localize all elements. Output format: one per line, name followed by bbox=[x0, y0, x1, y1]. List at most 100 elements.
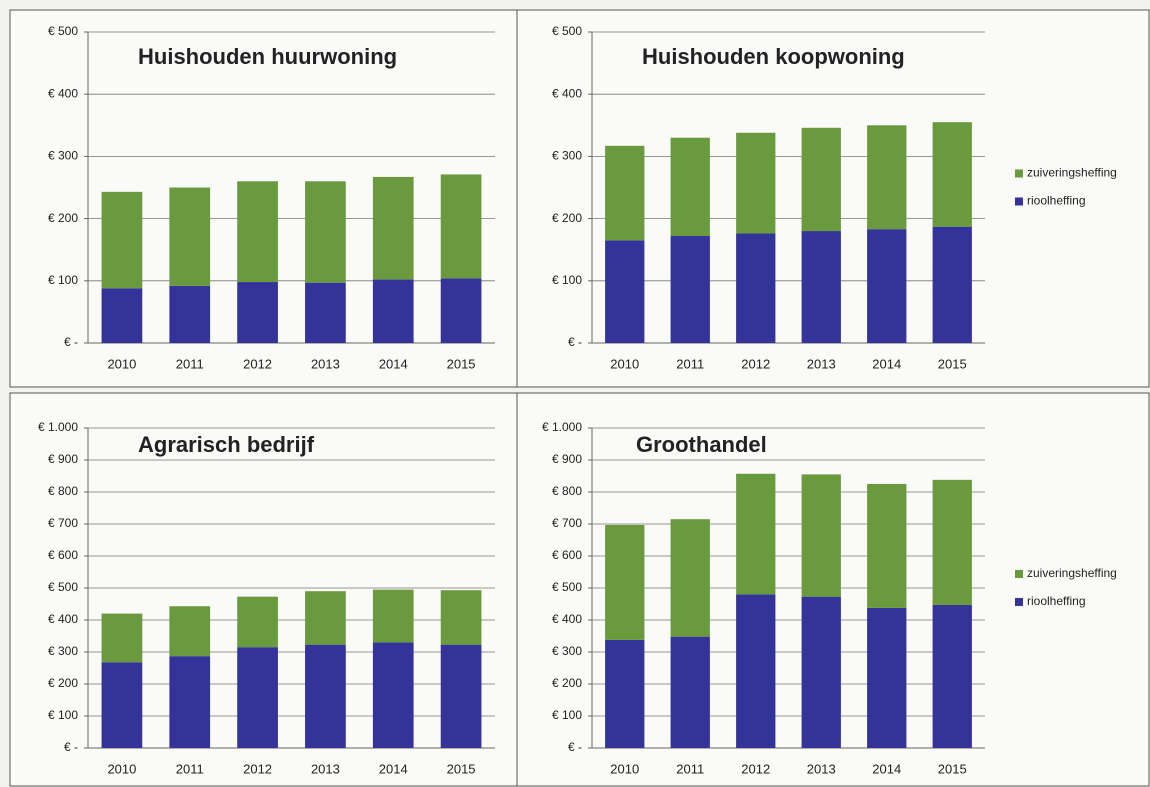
bar-segment bbox=[736, 233, 776, 343]
y-tick-label: € 200 bbox=[48, 211, 78, 225]
y-tick-label: € 300 bbox=[48, 149, 78, 163]
legend-label: rioolheffing bbox=[1027, 594, 1086, 608]
y-tick-label: € 300 bbox=[48, 644, 78, 658]
y-tick-label: € 800 bbox=[48, 484, 78, 498]
bar-segment bbox=[932, 226, 972, 343]
chart-title: Huishouden huurwoning bbox=[138, 44, 397, 69]
y-tick-label: € 100 bbox=[48, 708, 78, 722]
legend-swatch bbox=[1015, 598, 1023, 606]
bar-segment bbox=[605, 524, 645, 640]
legend-label: zuiveringsheffing bbox=[1027, 166, 1117, 180]
bar-segment bbox=[101, 662, 143, 748]
bar-segment bbox=[605, 145, 645, 241]
y-tick-label: € 200 bbox=[48, 676, 78, 690]
bar-segment bbox=[801, 127, 841, 232]
legend-swatch bbox=[1015, 169, 1023, 178]
panel bbox=[9, 392, 518, 787]
bar-segment bbox=[736, 594, 776, 748]
y-tick-label: € 300 bbox=[552, 644, 582, 658]
y-tick-label: € 500 bbox=[552, 24, 582, 38]
bar-segment bbox=[372, 176, 414, 280]
y-tick-label: € - bbox=[64, 740, 78, 754]
chart-title: Groothandel bbox=[636, 432, 767, 457]
y-tick-label: € 900 bbox=[552, 452, 582, 466]
bar-segment bbox=[801, 596, 841, 748]
bar-segment bbox=[237, 282, 278, 343]
bar-segment bbox=[670, 636, 710, 748]
x-tick-label: 2011 bbox=[176, 761, 204, 776]
bar-segment bbox=[932, 122, 972, 227]
bar-segment bbox=[305, 644, 346, 748]
bar-segment bbox=[372, 589, 414, 643]
bar-segment bbox=[169, 187, 211, 286]
x-tick-label: 2014 bbox=[872, 356, 901, 371]
bar-segment bbox=[801, 474, 841, 597]
y-tick-label: € 200 bbox=[552, 676, 582, 690]
bar-segment bbox=[867, 607, 907, 748]
bar-segment bbox=[932, 604, 972, 748]
bar-segment bbox=[169, 656, 211, 748]
x-tick-label: 2014 bbox=[379, 761, 408, 776]
bar-segment bbox=[101, 191, 143, 289]
bar-segment bbox=[237, 647, 278, 748]
x-tick-label: 2013 bbox=[311, 356, 340, 371]
bar-segment bbox=[440, 174, 482, 279]
bar-segment bbox=[305, 282, 346, 343]
x-tick-label: 2015 bbox=[447, 761, 476, 776]
x-tick-label: 2012 bbox=[741, 356, 770, 371]
bar-segment bbox=[372, 642, 414, 748]
bar-segment bbox=[670, 236, 710, 343]
y-tick-label: € 400 bbox=[552, 612, 582, 626]
x-tick-label: 2011 bbox=[176, 356, 204, 371]
x-tick-label: 2014 bbox=[872, 761, 901, 776]
x-tick-label: 2010 bbox=[610, 356, 639, 371]
bar-segment bbox=[169, 606, 211, 657]
chart-title: Agrarisch bedrijf bbox=[138, 432, 315, 457]
x-tick-label: 2010 bbox=[610, 761, 639, 776]
bar-segment bbox=[801, 231, 841, 343]
bar-segment bbox=[372, 279, 414, 343]
x-tick-label: 2011 bbox=[676, 761, 704, 776]
bar-segment bbox=[101, 288, 143, 343]
y-tick-label: € - bbox=[568, 335, 582, 349]
y-tick-label: € 500 bbox=[48, 580, 78, 594]
y-tick-label: € 400 bbox=[48, 612, 78, 626]
y-tick-label: € - bbox=[64, 335, 78, 349]
y-tick-label: € 100 bbox=[48, 273, 78, 287]
bar-segment bbox=[605, 639, 645, 748]
y-tick-label: € 100 bbox=[552, 273, 582, 287]
bar-segment bbox=[670, 519, 710, 637]
y-tick-label: € 600 bbox=[552, 548, 582, 562]
x-tick-label: 2010 bbox=[107, 761, 136, 776]
legend-swatch bbox=[1015, 570, 1023, 578]
x-tick-label: 2010 bbox=[107, 356, 136, 371]
bar-segment bbox=[736, 473, 776, 595]
bar-segment bbox=[169, 285, 211, 343]
x-tick-label: 2015 bbox=[447, 356, 476, 371]
y-tick-label: € 700 bbox=[552, 516, 582, 530]
x-tick-label: 2015 bbox=[938, 761, 967, 776]
bar-segment bbox=[867, 229, 907, 343]
bar-segment bbox=[605, 240, 645, 343]
x-tick-label: 2014 bbox=[379, 356, 408, 371]
bar-segment bbox=[932, 479, 972, 605]
bar-segment bbox=[237, 181, 278, 283]
legend-swatch bbox=[1015, 197, 1023, 206]
legend-label: zuiveringsheffing bbox=[1027, 566, 1117, 580]
y-tick-label: € 500 bbox=[48, 24, 78, 38]
x-tick-label: 2012 bbox=[243, 356, 272, 371]
bar-segment bbox=[670, 137, 710, 237]
y-tick-label: € 500 bbox=[552, 580, 582, 594]
bar-segment bbox=[440, 590, 482, 645]
bar-segment bbox=[305, 181, 346, 283]
bar-segment bbox=[867, 484, 907, 608]
y-tick-label: € 900 bbox=[48, 452, 78, 466]
y-tick-label: € 1.000 bbox=[542, 420, 582, 434]
bar-segment bbox=[867, 125, 907, 230]
legend-label: rioolheffing bbox=[1027, 194, 1086, 208]
bar-segment bbox=[101, 613, 143, 663]
y-tick-label: € 700 bbox=[48, 516, 78, 530]
x-tick-label: 2013 bbox=[311, 761, 340, 776]
y-tick-label: € 300 bbox=[552, 149, 582, 163]
y-tick-label: € 400 bbox=[48, 86, 78, 100]
